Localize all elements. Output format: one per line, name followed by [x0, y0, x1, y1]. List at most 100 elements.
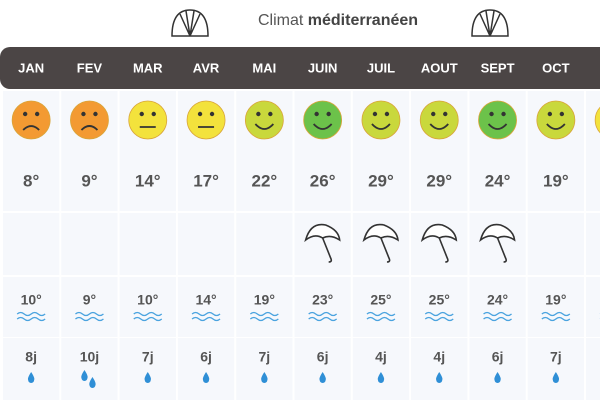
mood-face [594, 106, 600, 134]
air-temperature: 24° [485, 171, 511, 190]
drop [27, 372, 35, 383]
column-backgrounds [3, 91, 600, 400]
handle [438, 237, 449, 263]
canopy [362, 223, 399, 243]
wave-icon [16, 311, 46, 322]
air-temperature: 19° [543, 171, 569, 190]
wave-icon [541, 311, 571, 322]
eye [326, 111, 331, 117]
face [186, 100, 226, 140]
cell-bg [119, 338, 176, 400]
wave [191, 316, 221, 322]
cell-bg [352, 277, 410, 337]
cell-bg [527, 338, 584, 400]
mood-face [478, 100, 517, 140]
eye [489, 111, 494, 117]
rain-drops [81, 370, 96, 389]
rain-days: 7j [259, 349, 271, 365]
wave [249, 311, 279, 317]
air-temperature: 8° [23, 171, 39, 190]
drop [319, 372, 326, 383]
mood-face [244, 100, 284, 140]
rain-drops [436, 372, 443, 383]
air-temperature: 26° [310, 171, 336, 190]
month-label: OCT [542, 60, 570, 75]
rain-days: 6j [492, 349, 504, 365]
eye [22, 111, 28, 117]
cell-bg [411, 338, 468, 400]
cell-bg [61, 277, 118, 337]
cell-bg [294, 338, 351, 400]
eye [34, 111, 40, 117]
wave [366, 316, 396, 322]
drop [202, 372, 210, 383]
shell-icon [171, 9, 209, 37]
cell-bg [236, 277, 293, 337]
eye [93, 111, 98, 117]
air-temperature: 9° [81, 171, 97, 190]
month-label: MAR [133, 60, 163, 75]
mood-face [419, 100, 459, 140]
rain-drops [202, 372, 210, 383]
eye [268, 111, 273, 117]
wave [541, 316, 571, 322]
cell-bg [411, 213, 468, 275]
air-temperature: 22° [251, 171, 277, 190]
drop [377, 372, 385, 383]
wave-icon [191, 311, 221, 322]
eye [372, 111, 378, 117]
month-label: FEV [77, 60, 103, 75]
umbrella-icon [304, 223, 341, 263]
cell-bg [469, 277, 526, 337]
umbrella-icon [420, 223, 458, 263]
wave [424, 316, 454, 322]
wave [16, 316, 46, 322]
face [419, 100, 459, 140]
sea-temperature: 19° [254, 292, 275, 308]
mouth [487, 123, 508, 130]
wave [541, 311, 571, 317]
cell-bg [527, 277, 584, 337]
drop [81, 370, 88, 381]
cell-bg [294, 213, 351, 275]
wave-icon [366, 311, 396, 322]
cell-bg [294, 277, 351, 337]
month-label: AOUT [421, 60, 458, 75]
handle [380, 237, 391, 263]
eye [314, 111, 319, 117]
face [478, 100, 517, 140]
wave-icon [133, 311, 163, 322]
sea-temperature: 25° [429, 292, 450, 308]
mouth [254, 123, 275, 130]
face [11, 100, 51, 140]
cell-bg [61, 213, 118, 275]
title-prefix: Climat [258, 12, 304, 29]
month-label: MAI [252, 60, 276, 75]
rain-days: 7j [550, 349, 562, 365]
handle [496, 237, 508, 263]
month-label: AVR [193, 60, 220, 75]
cell-bg [352, 338, 410, 400]
header-bar [0, 47, 600, 89]
rain-days: 4j [433, 349, 445, 365]
air-temperature: 29° [426, 171, 452, 190]
wave-icon [75, 311, 104, 322]
rain-drops [494, 372, 501, 383]
sea-temperature: 25° [370, 292, 391, 308]
cell-bg [177, 277, 235, 337]
sea-temperature: 23° [312, 292, 333, 308]
air-temperature: 17° [193, 171, 219, 190]
eye [256, 111, 261, 117]
cell-bg [61, 338, 118, 400]
rain-drops [552, 372, 560, 383]
face [303, 100, 343, 140]
wave [249, 316, 279, 322]
cell-bg [236, 213, 293, 275]
rain-days: 6j [317, 349, 329, 365]
wave [366, 311, 396, 317]
wave [308, 316, 338, 322]
cell-bg [177, 338, 235, 400]
cell-bg [3, 213, 60, 275]
